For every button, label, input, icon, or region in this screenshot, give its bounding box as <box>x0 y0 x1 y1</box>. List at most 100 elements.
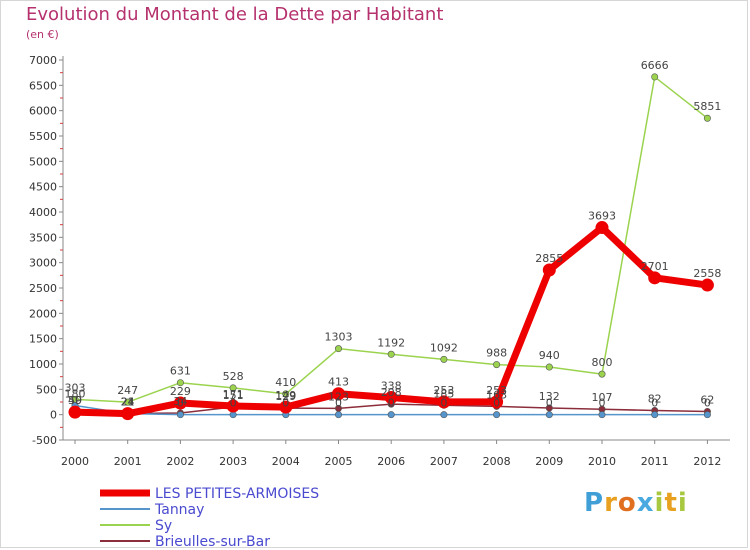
data-label: 24 <box>121 395 135 408</box>
chart-title: Evolution du Montant de la Dette par Hab… <box>26 4 444 25</box>
data-label: 2855 <box>535 252 563 265</box>
data-point <box>700 278 714 292</box>
y-tick-label: 1000 <box>29 358 57 371</box>
data-point <box>282 390 290 398</box>
data-point <box>651 73 659 81</box>
logo-letter: i <box>654 488 665 518</box>
x-tick-label: 2005 <box>325 455 353 468</box>
data-label: 2701 <box>641 260 669 273</box>
data-label: 247 <box>117 384 138 397</box>
data-label: 0 <box>493 397 500 410</box>
y-tick-label: 5000 <box>29 155 57 168</box>
data-label: 338 <box>381 380 402 393</box>
data-point <box>226 399 240 413</box>
data-label: 185 <box>433 387 454 400</box>
data-label: 1192 <box>377 336 405 349</box>
data-point <box>124 398 132 406</box>
data-label: 180 <box>65 388 86 401</box>
axes: -500050010001500200025003000350040004500… <box>29 54 730 468</box>
x-tick-label: 2003 <box>219 455 247 468</box>
logo-letter: r <box>604 488 618 518</box>
x-tick-label: 2010 <box>588 455 616 468</box>
data-label: 6666 <box>641 59 669 72</box>
data-label: 0 <box>546 397 553 410</box>
data-point <box>542 263 556 277</box>
legend-label: LES PETITES-ARMOISES <box>155 486 319 502</box>
data-label: 0 <box>335 397 342 410</box>
data-label: 163 <box>486 388 507 401</box>
legend-label: Sy <box>155 518 172 534</box>
data-label: 21 <box>121 396 135 409</box>
data-point <box>173 396 187 410</box>
logo-letter: i <box>677 488 688 518</box>
data-point <box>598 411 606 419</box>
data-label: 171 <box>223 388 244 401</box>
data-label: 24 <box>121 396 135 409</box>
y-tick-label: 3500 <box>29 231 57 244</box>
data-label: 253 <box>486 384 507 397</box>
chart-unit: (en €) <box>26 28 59 41</box>
data-point <box>703 114 711 122</box>
logo-letter: t <box>664 488 678 518</box>
x-tick-label: 2009 <box>535 455 563 468</box>
data-point <box>595 221 609 235</box>
data-point <box>176 379 184 387</box>
data-label: 229 <box>170 385 191 398</box>
data-point <box>437 395 451 409</box>
data-point <box>545 363 553 371</box>
x-tick-label: 2007 <box>430 455 458 468</box>
data-point <box>387 411 395 419</box>
y-tick-label: 2500 <box>29 282 57 295</box>
data-label: 34 <box>173 395 187 408</box>
data-label: 208 <box>381 386 402 399</box>
x-tick-label: 2000 <box>61 455 89 468</box>
x-tick-label: 2001 <box>114 455 142 468</box>
data-label: 0 <box>651 397 658 410</box>
y-tick-label: 6000 <box>29 105 57 118</box>
data-label: 800 <box>592 356 613 369</box>
proxiti-logo: Proxiti <box>584 488 688 518</box>
data-labels: 303 247 631 528 410 1303 1192 1092 988 940 800 6666… <box>65 59 722 410</box>
data-label: 303 <box>65 381 86 394</box>
x-tick-label: 2008 <box>483 455 511 468</box>
data-label: 2558 <box>693 267 721 280</box>
data-point <box>334 411 342 419</box>
data-label: 413 <box>328 376 349 389</box>
data-label: 410 <box>275 376 296 389</box>
data-label: 0 <box>230 397 237 410</box>
data-point <box>648 271 662 285</box>
legend: LES PETITES-ARMOISESTannaySyBrieulles-su… <box>100 486 319 550</box>
data-label: 0 <box>704 397 711 410</box>
data-point <box>703 411 711 419</box>
data-label: 0 <box>177 397 184 410</box>
data-point <box>279 400 293 414</box>
y-tick-label: 3000 <box>29 257 57 270</box>
y-tick-label: 4500 <box>29 181 57 194</box>
logo-letter: o <box>617 488 637 518</box>
x-tick-label: 2011 <box>641 455 669 468</box>
data-point <box>440 411 448 419</box>
y-tick-label: 6500 <box>29 79 57 92</box>
data-label: 1092 <box>430 341 458 354</box>
data-label: 940 <box>539 349 560 362</box>
data-point <box>68 405 82 419</box>
y-tick-label: -500 <box>32 434 57 447</box>
legend-label: Tannay <box>154 502 204 518</box>
data-label: 528 <box>223 370 244 383</box>
data-label: 253 <box>433 384 454 397</box>
y-tick-label: 0 <box>50 409 57 422</box>
data-label: 5851 <box>693 100 721 113</box>
data-point <box>332 387 345 401</box>
data-point <box>387 350 395 358</box>
legend-label: Brieulles-sur-Bar <box>155 534 270 550</box>
data-label: 0 <box>599 397 606 410</box>
data-point <box>490 395 504 409</box>
data-point <box>493 411 501 419</box>
data-label: 50 <box>68 394 82 407</box>
data-label: 62 <box>700 394 714 407</box>
data-label: 129 <box>275 390 296 403</box>
x-tick-label: 2012 <box>693 455 721 468</box>
data-label: 631 <box>170 365 191 378</box>
